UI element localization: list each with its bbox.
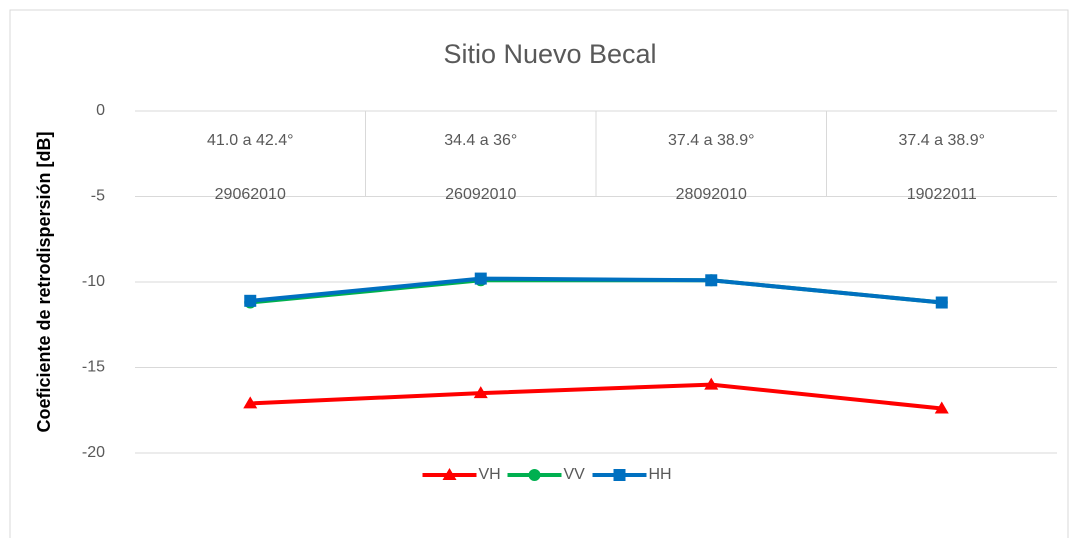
marker <box>442 468 457 480</box>
y-tick-label: -15 <box>82 359 105 376</box>
x-tick-label: 29062010 <box>215 186 286 203</box>
y-tick-label: -10 <box>82 273 105 290</box>
legend-label: VV <box>564 466 586 483</box>
series-line <box>250 382 942 411</box>
marker <box>934 401 949 414</box>
x-tick-label: 37.4 a 38.9° <box>668 132 754 149</box>
marker <box>244 294 257 307</box>
marker <box>243 396 258 409</box>
marker <box>528 469 541 481</box>
series-line <box>250 276 942 305</box>
x-tick-label: 37.4 a 38.9° <box>899 132 985 149</box>
marker <box>705 274 718 287</box>
chart-frame <box>9 9 1069 538</box>
chart-title: Sitio Nuevo Becal <box>443 39 656 69</box>
x-tick-label: 28092010 <box>676 186 747 203</box>
x-tick-label: 34.4 a 36° <box>444 132 517 149</box>
legend-label: HH <box>649 466 672 483</box>
x-tick-label: 41.0 a 42.4° <box>207 132 293 149</box>
y-tick-label: 0 <box>96 102 105 119</box>
marker <box>613 469 626 481</box>
marker <box>473 386 488 399</box>
marker <box>935 296 948 309</box>
legend-label: VH <box>479 466 501 483</box>
marker <box>474 272 487 285</box>
y-tick-label: -5 <box>91 188 105 205</box>
y-tick-label: -20 <box>82 444 105 461</box>
x-tick-label: 26092010 <box>445 186 516 203</box>
marker <box>704 377 719 390</box>
y-axis-title: Coeficiente de retrodispersión [dB] <box>34 131 54 432</box>
x-tick-label: 19022011 <box>907 186 977 203</box>
